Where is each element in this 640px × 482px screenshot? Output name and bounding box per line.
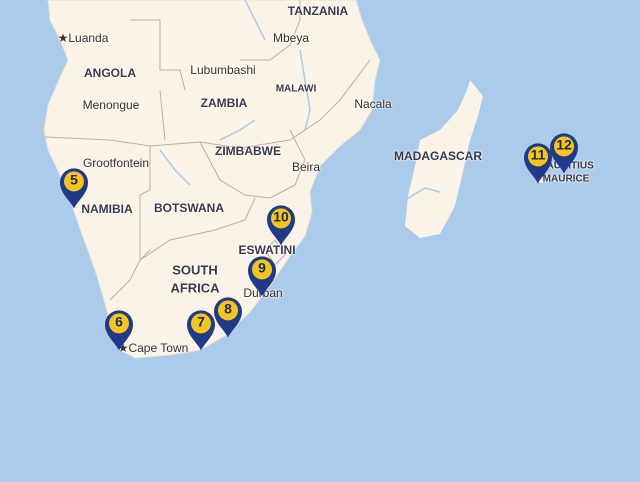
map-marker-11[interactable]: 11: [523, 142, 553, 184]
map-pin-icon: [105, 310, 133, 351]
label-maurice: MAURICE: [542, 173, 590, 185]
label-namibia: NAMIBIA: [81, 202, 133, 216]
label-mbeya: Mbeya: [272, 31, 310, 45]
label-angola: ANGOLA: [84, 66, 136, 80]
marker-number: 7: [197, 313, 205, 330]
africa-land: [43, 0, 381, 359]
map-pin-icon: [524, 143, 552, 184]
capital-star-icon: ★: [57, 31, 69, 45]
map-pin-icon: [60, 168, 88, 209]
country-borders: [44, 0, 371, 301]
marker-number: 6: [115, 313, 123, 330]
label-nacala: Nacala: [354, 97, 392, 111]
label-zambia: ZAMBIA: [200, 96, 248, 110]
label-grootfontein: Grootfontein: [82, 156, 150, 170]
madagascar-land: [405, 80, 483, 238]
map-marker-5[interactable]: 5: [59, 167, 89, 209]
marker-number: 12: [556, 136, 572, 153]
marker-number: 11: [530, 146, 546, 163]
label-luanda: ★Luanda: [58, 31, 109, 45]
rivers-lakes: [159, 0, 441, 201]
marker-number: 10: [273, 208, 289, 225]
map-marker-10[interactable]: 10: [266, 204, 296, 246]
capital-star-icon: ★: [117, 341, 129, 355]
label-eswatini: ESWATINI: [238, 243, 296, 257]
label-luanda-text: Luanda: [68, 31, 109, 45]
map-pin-icon: [187, 310, 215, 351]
map-pin-icon: [267, 205, 295, 246]
label-malawi: MALAWI: [275, 83, 317, 95]
label-africa: AFRICA: [170, 280, 220, 296]
map-pin-icon: [550, 133, 578, 174]
map-marker-8[interactable]: 8: [213, 296, 243, 338]
label-cape-town: ★Cape Town: [118, 341, 189, 355]
label-tanzania: TANZANIA: [287, 4, 349, 18]
marker-number: 9: [258, 259, 266, 276]
label-botswana: BOTSWANA: [154, 201, 224, 215]
label-menongue: Menongue: [82, 98, 140, 112]
label-madagascar: MADAGASCAR: [394, 149, 482, 163]
label-cape-town-text: Cape Town: [128, 341, 189, 355]
marker-number: 5: [70, 171, 78, 188]
map-marker-12[interactable]: 12: [549, 132, 579, 174]
map-pin-icon: [248, 256, 276, 297]
map-marker-7[interactable]: 7: [186, 309, 216, 351]
marker-number: 8: [224, 300, 232, 317]
label-lubumbashi: Lubumbashi: [190, 63, 256, 77]
label-zimbabwe: ZIMBABWE: [215, 144, 281, 158]
label-beira: Beira: [291, 160, 321, 174]
map-marker-9[interactable]: 9: [247, 255, 277, 297]
map-marker-6[interactable]: 6: [104, 309, 134, 351]
map-pin-icon: [214, 297, 242, 338]
label-south: SOUTH: [172, 262, 218, 278]
